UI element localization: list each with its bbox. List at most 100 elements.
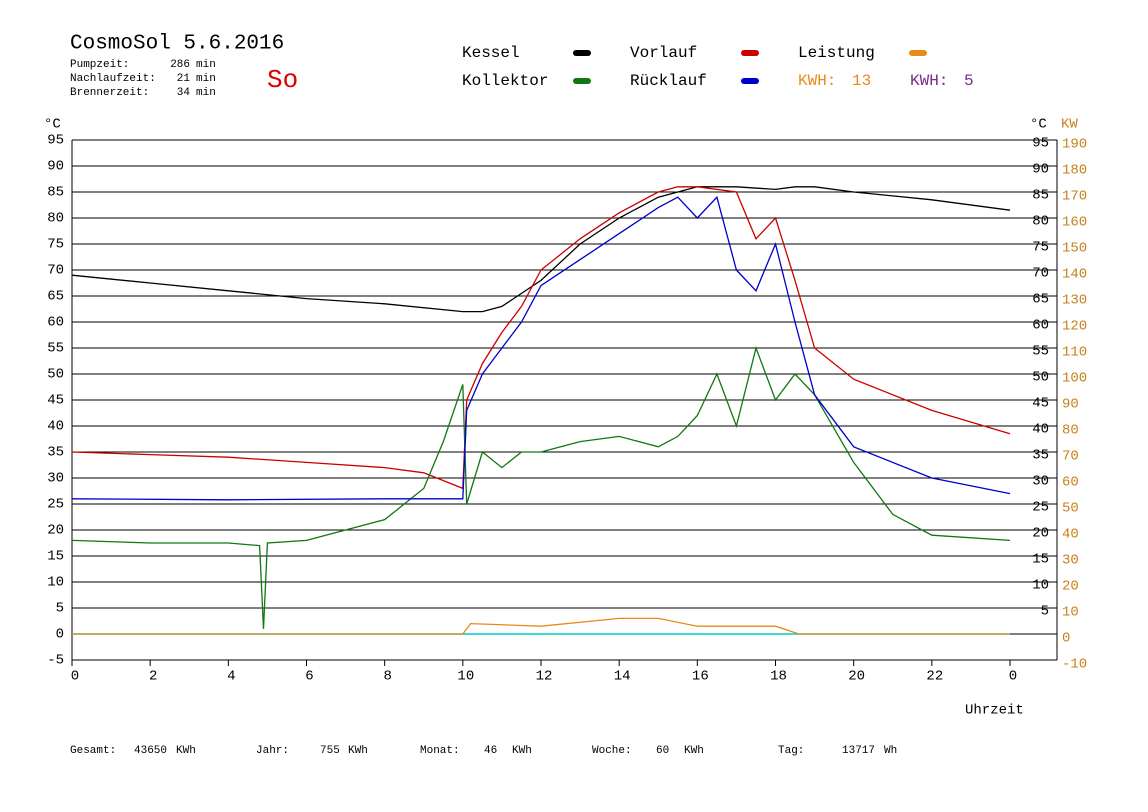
- y-tick-label-inner: 70: [1032, 266, 1049, 282]
- footer-label: Gesamt:: [70, 745, 116, 757]
- y2-tick-label: 170: [1062, 189, 1087, 205]
- y-tick-label-inner: 40: [1032, 422, 1049, 438]
- y-tick-label-inner: 75: [1032, 240, 1049, 256]
- footer-label: Jahr:: [256, 745, 289, 757]
- energy-label: KWH:: [910, 72, 948, 90]
- y-tick-label: 45: [47, 393, 64, 409]
- y-tick-label: 0: [56, 627, 64, 643]
- legend-label: Vorlauf: [630, 44, 697, 62]
- y-tick-label: 80: [47, 211, 64, 227]
- y-tick-label: 75: [47, 237, 64, 253]
- y2-tick-label: 190: [1062, 137, 1087, 153]
- footer-unit: KWh: [176, 745, 196, 757]
- x-tick-label: 16: [692, 669, 709, 685]
- y2-tick-label: 90: [1062, 397, 1079, 413]
- stat-unit: min: [196, 87, 216, 99]
- footer-value: 755: [320, 745, 340, 757]
- footer-unit: Wh: [884, 745, 897, 757]
- legend-label: Kollektor: [462, 72, 548, 90]
- y-tick-label-inner: 25: [1032, 500, 1049, 516]
- y-tick-label-inner: 10: [1032, 578, 1049, 594]
- footer-unit: KWh: [348, 745, 368, 757]
- y-tick-label: 25: [47, 497, 64, 513]
- stat-unit: min: [196, 73, 216, 85]
- stat-value: 286: [170, 59, 190, 71]
- y-tick-label: 65: [47, 289, 64, 305]
- y-tick-label-inner: 95: [1032, 136, 1049, 152]
- x-tick-label: 0: [71, 669, 79, 685]
- y2-tick-label: 110: [1062, 345, 1087, 361]
- y2-axis-label: KW: [1061, 117, 1078, 133]
- series-line: [71, 186, 1011, 490]
- y-tick-label: 85: [47, 185, 64, 201]
- y-tick-label: 30: [47, 471, 64, 487]
- series-line: [71, 345, 1011, 629]
- x-tick-label: 20: [848, 669, 865, 685]
- y2-tick-label: 100: [1062, 371, 1087, 387]
- y-tick-label: 90: [47, 159, 64, 175]
- stat-unit: min: [196, 59, 216, 71]
- y-tick-label: 60: [47, 315, 64, 331]
- series-line: [71, 195, 1011, 501]
- x-axis-label: Uhrzeit: [965, 703, 1024, 719]
- footer-value: 60: [656, 745, 669, 757]
- x-tick-label: 22: [926, 669, 943, 685]
- y-tick-label: 20: [47, 523, 64, 539]
- y-tick-label: 70: [47, 263, 64, 279]
- y-tick-label: 95: [47, 133, 64, 149]
- y-tick-label: 40: [47, 419, 64, 435]
- y-tick-label-inner: 50: [1032, 370, 1049, 386]
- y2-tick-label: 130: [1062, 293, 1087, 309]
- y-tick-label-inner: 80: [1032, 214, 1049, 230]
- energy-value: 13: [852, 72, 871, 90]
- x-tick-label: 4: [227, 669, 235, 685]
- y2-tick-label: 30: [1062, 553, 1079, 569]
- x-tick-label: 6: [305, 669, 313, 685]
- y-tick-label-inner: 15: [1032, 552, 1049, 568]
- y-tick-label: 55: [47, 341, 64, 357]
- y-tick-label-inner: 20: [1032, 526, 1049, 542]
- y-axis-label: °C: [44, 117, 61, 133]
- footer-value: 13717: [842, 745, 875, 757]
- y2-tick-label: 180: [1062, 163, 1087, 179]
- footer-unit: KWh: [512, 745, 532, 757]
- footer-label: Woche:: [592, 745, 632, 757]
- stat-value: 34: [177, 87, 191, 99]
- y-axis-label-right: °C: [1030, 117, 1047, 133]
- y-tick-label: 35: [47, 445, 64, 461]
- y2-tick-label: 50: [1062, 501, 1079, 517]
- x-tick-label: 0: [1009, 669, 1017, 685]
- y-tick-label-inner: 60: [1032, 318, 1049, 334]
- stat-label: Brennerzeit:: [70, 87, 149, 99]
- y2-tick-label: 10: [1062, 605, 1079, 621]
- footer-value: 43650: [134, 745, 167, 757]
- y2-tick-label: -10: [1062, 657, 1087, 673]
- footer-label: Monat:: [420, 745, 460, 757]
- energy-label: KWH:: [798, 72, 836, 90]
- x-tick-label: 2: [149, 669, 157, 685]
- y-tick-label: 50: [47, 367, 64, 383]
- y-tick-label-inner: 85: [1032, 188, 1049, 204]
- y-tick-label: 5: [56, 601, 64, 617]
- footer-unit: KWh: [684, 745, 704, 757]
- status: So: [267, 65, 298, 95]
- legend-label: Rücklauf: [630, 72, 707, 90]
- y-tick-label-inner: 30: [1032, 474, 1049, 490]
- stat-label: Nachlaufzeit:: [70, 73, 156, 85]
- chart-title: CosmoSol 5.6.2016: [70, 33, 284, 56]
- stat-value: 21: [177, 73, 191, 85]
- y-tick-label-inner: 35: [1032, 448, 1049, 464]
- legend-label: Leistung: [798, 44, 875, 62]
- y-tick-label-inner: 90: [1032, 162, 1049, 178]
- y-tick-label-inner: 65: [1032, 292, 1049, 308]
- y2-tick-label: 160: [1062, 215, 1087, 231]
- y-tick-label: 15: [47, 549, 64, 565]
- y2-tick-label: 40: [1062, 527, 1079, 543]
- y2-tick-label: 80: [1062, 423, 1079, 439]
- energy-value: 5: [964, 72, 974, 90]
- x-tick-label: 18: [770, 669, 787, 685]
- y2-tick-label: 120: [1062, 319, 1087, 335]
- y-tick-label-inner: 45: [1032, 396, 1049, 412]
- stat-label: Pumpzeit:: [70, 59, 129, 71]
